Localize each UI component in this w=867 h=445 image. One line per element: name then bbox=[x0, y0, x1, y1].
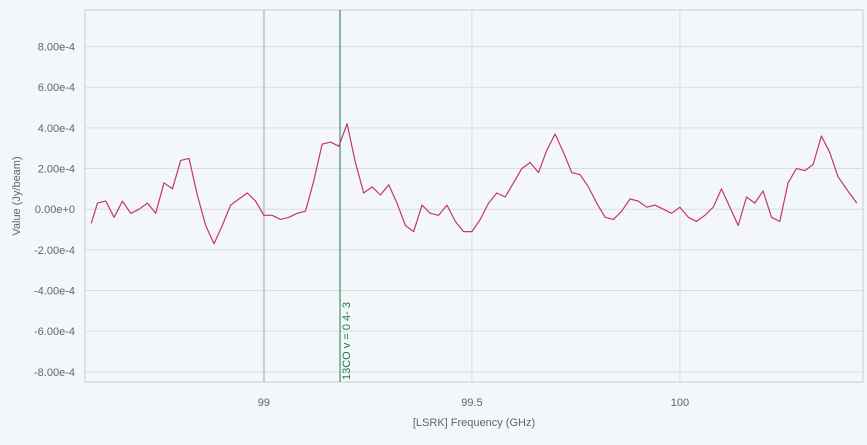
y-tick-label: 0.00e+0 bbox=[35, 204, 75, 216]
x-tick-label: 99 bbox=[258, 397, 270, 409]
plot-frame bbox=[84, 9, 864, 383]
grid bbox=[85, 10, 863, 382]
annotation-label: 13CO v = 0 4- 3 bbox=[341, 302, 353, 380]
y-axis-ticks: 8.00e-4 6.00e-4 4.00e-4 2.00e-4 0.00e+0 -2.00… bbox=[34, 42, 75, 379]
y-tick-label: -2.00e-4 bbox=[34, 245, 75, 257]
series-layer bbox=[90, 123, 858, 245]
spectral-line-annotation: 13CO v = 0 4- 3 bbox=[339, 10, 353, 382]
y-tick-label: 4.00e-4 bbox=[38, 123, 75, 135]
y-tick-label: -8.00e-4 bbox=[34, 367, 75, 379]
y-axis-title: Value (Jy/beam) bbox=[11, 156, 23, 235]
x-tick-label: 100 bbox=[671, 397, 689, 409]
x-tick-label: 99.5 bbox=[461, 397, 482, 409]
series-line-0 bbox=[90, 123, 858, 245]
x-axis-title: [LSRK] Frequency (GHz) bbox=[413, 417, 535, 429]
y-tick-label: 6.00e-4 bbox=[38, 82, 75, 94]
y-tick-label: -4.00e-4 bbox=[34, 286, 75, 298]
y-tick-label: -6.00e-4 bbox=[34, 326, 75, 338]
x-axis-ticks: 99 99.5 100 bbox=[258, 397, 689, 409]
y-tick-label: 2.00e-4 bbox=[38, 164, 75, 176]
y-tick-label: 8.00e-4 bbox=[38, 42, 75, 54]
